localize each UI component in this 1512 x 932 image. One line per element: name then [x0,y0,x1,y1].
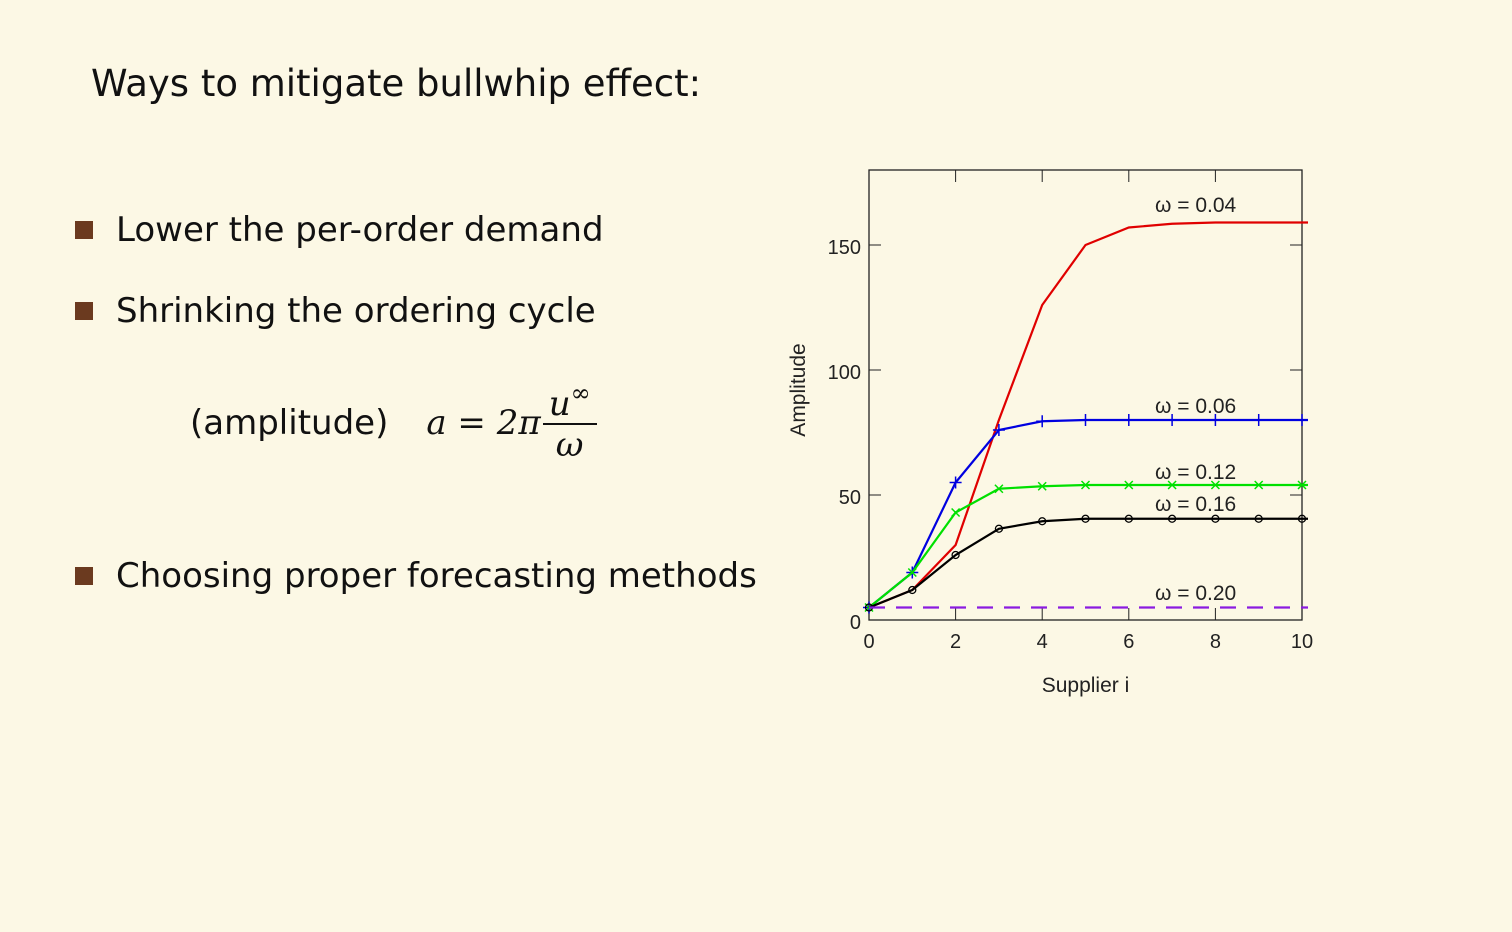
data-point-plus [1122,414,1135,426]
data-point-plus [1296,414,1308,426]
series-label: ω = 0.04 [1155,194,1237,217]
data-point-circle [1038,517,1047,526]
data-point-x [1124,480,1134,490]
data-point-plus [949,476,962,489]
data-point-circle [951,550,960,560]
bullet-marker [75,221,93,239]
series-label: ω = 0.12 [1155,461,1236,484]
formula-denominator: ω [555,425,584,466]
plot-frame [868,169,1303,621]
bullet-text: Lower the per-order demand [116,210,604,250]
x-tick-label: 6 [1123,631,1134,653]
series-label: ω = 0.20 [1155,582,1236,605]
x-tick-label: 2 [950,631,961,653]
data-point-x [1254,480,1264,490]
x-axis-label: Supplier i [1042,674,1130,697]
data-point-plus [1252,414,1265,426]
data-point-circle [1297,514,1307,523]
data-point-plus [992,424,1005,436]
data-point-x [1037,481,1047,491]
bullet-item-per-order-demand: Lower the per-order demand [75,210,604,250]
series-label: ω = 0.06 [1155,395,1236,418]
x-tick-label: 10 [1291,631,1313,653]
data-point-circle [1254,514,1263,523]
data-point-x [1167,480,1177,490]
formula-superscript: ∞ [570,379,591,407]
formula-fraction: u∞ ω [542,379,597,466]
bullet-item-ordering-cycle: Shrinking the ordering cycle [75,291,596,331]
amplitude-formula: (amplitude) a = 2π u∞ ω [190,380,597,466]
x-tick-label: 0 [863,631,874,653]
data-point-x [951,507,961,518]
bullet-marker [75,567,93,585]
data-point-x [1210,480,1220,490]
series-line [868,517,1308,609]
y-tick-label: 50 [839,487,861,509]
data-point-plus [1209,414,1222,426]
formula-label: (amplitude) [190,403,389,444]
bullet-item-forecasting-methods: Choosing proper forecasting methods [75,556,757,596]
data-point-circle [1081,514,1090,523]
series-line [868,483,1308,609]
data-point-x [994,484,1004,494]
formula-expression: a = 2π u∞ ω [426,379,597,466]
data-point-plus [1079,414,1092,426]
x-tick-label: 4 [1037,631,1048,653]
x-tick-label: 8 [1210,631,1221,653]
bullet-text: Choosing proper forecasting methods [116,556,757,596]
bullet-marker [75,302,93,320]
slide-title: Ways to mitigate bullwhip effect: [91,62,702,105]
data-point-plus [1166,414,1179,426]
formula-numerator: u∞ [542,379,597,426]
data-point-circle [994,524,1004,533]
data-point-circle [1211,514,1220,523]
series-label: ω = 0.16 [1155,493,1236,516]
series-line [868,418,1308,609]
y-axis-label: Amplitude [787,343,810,436]
y-tick-label: 0 [850,612,861,634]
data-point-x [1080,480,1091,490]
data-point-x [907,567,917,578]
data-point-circle [1124,514,1133,523]
series-line [868,221,1308,609]
data-point-x [1297,480,1307,490]
data-point-circle [908,585,917,595]
data-point-plus [1036,415,1049,428]
bullet-text: Shrinking the ordering cycle [116,291,596,331]
data-point-circle [1167,514,1177,523]
y-tick-label: 100 [828,362,861,384]
y-tick-label: 150 [828,237,861,259]
formula-lhs: a = 2π [426,403,541,444]
